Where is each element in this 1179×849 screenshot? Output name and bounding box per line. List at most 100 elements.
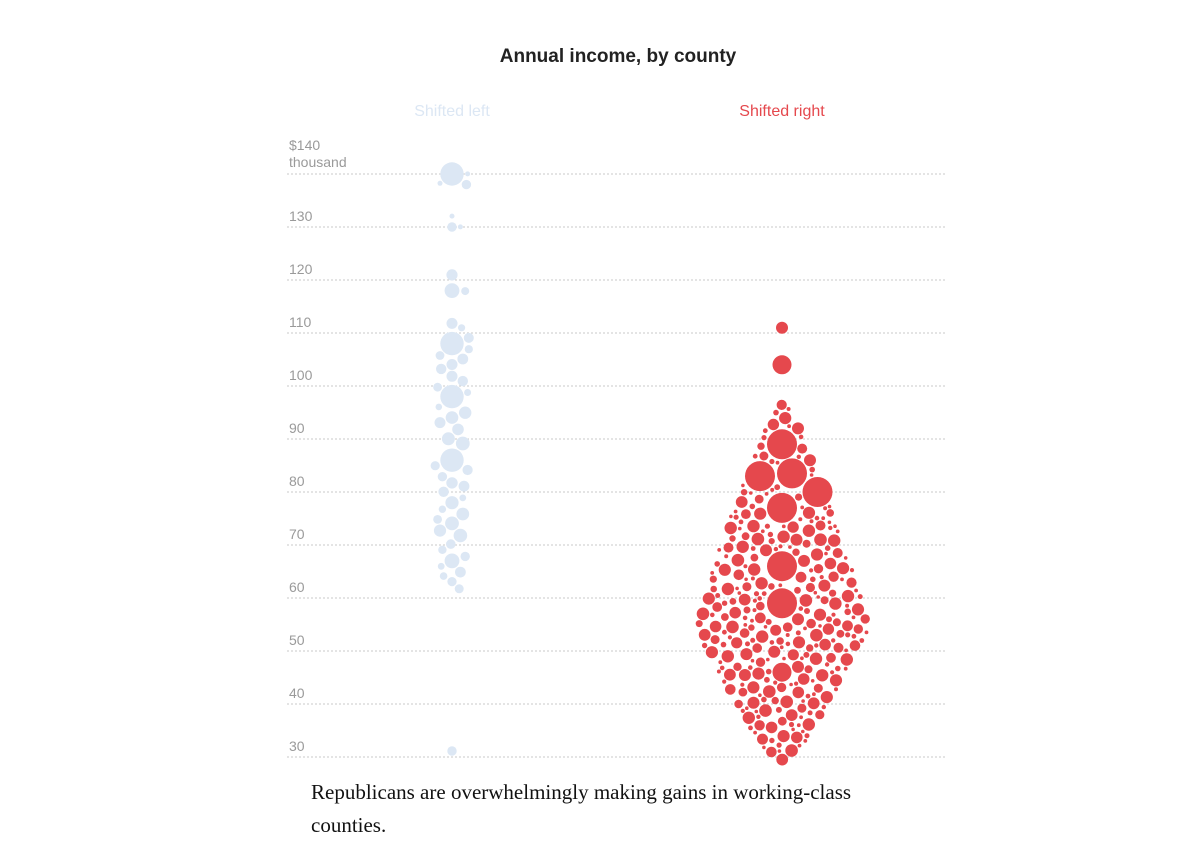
county-dot-shifted-right — [824, 557, 837, 570]
county-dot-shifted-right — [714, 561, 720, 567]
county-dot-shifted-right — [795, 493, 803, 501]
county-dot-shifted-right — [768, 583, 775, 590]
county-dot-shifted-right — [773, 409, 779, 416]
county-dot-shifted-left — [445, 516, 459, 531]
county-dot-shifted-right — [782, 656, 786, 661]
county-dot-shifted-right — [774, 484, 781, 491]
county-dot-shifted-right — [851, 603, 865, 616]
county-dot-shifted-right — [805, 693, 811, 699]
county-dot-shifted-right — [780, 695, 793, 709]
county-dot-shifted-right — [816, 669, 829, 682]
county-dot-shifted-right — [767, 551, 797, 582]
county-dot-shifted-left — [447, 222, 457, 232]
county-dot-shifted-right — [723, 542, 734, 553]
county-dot-shifted-right — [750, 576, 755, 581]
county-dot-shifted-right — [833, 524, 837, 528]
county-dot-shifted-left — [462, 464, 473, 476]
county-dot-shifted-right — [814, 643, 819, 648]
county-dot-shifted-right — [754, 612, 766, 624]
county-dot-shifted-right — [844, 648, 848, 653]
county-dot-shifted-right — [806, 618, 816, 629]
y-tick-label-100: 100 — [289, 367, 313, 383]
county-dot-shifted-right — [802, 524, 816, 537]
county-dot-shifted-right — [843, 666, 848, 671]
county-dot-shifted-right — [799, 594, 813, 607]
county-dot-shifted-right — [738, 593, 751, 606]
county-dot-shifted-left — [461, 179, 472, 190]
county-dot-shifted-right — [820, 691, 833, 704]
county-dot-shifted-right — [813, 608, 827, 621]
county-dot-shifted-right — [740, 708, 745, 714]
county-dot-shifted-right — [792, 660, 804, 673]
y-tick-label-60: 60 — [289, 579, 305, 595]
county-dot-shifted-right — [763, 625, 768, 629]
county-dot-shifted-right — [800, 505, 805, 510]
county-dot-shifted-right — [857, 594, 863, 600]
county-dot-shifted-right — [767, 492, 797, 523]
county-dot-shifted-right — [785, 744, 798, 757]
county-dot-shifted-right — [709, 620, 722, 633]
county-dot-shifted-right — [724, 554, 729, 559]
county-dot-shifted-right — [785, 709, 798, 721]
group-label-shifted-left: Shifted left — [414, 103, 490, 120]
county-dot-shifted-right — [748, 725, 753, 731]
county-dot-shifted-right — [717, 548, 722, 552]
county-dot-shifted-right — [721, 613, 729, 621]
county-dot-shifted-left — [460, 551, 470, 562]
county-dot-shifted-right — [724, 521, 737, 535]
y-tick-label-50: 50 — [289, 632, 305, 648]
county-dot-shifted-right — [763, 685, 776, 698]
county-dot-shifted-right — [768, 645, 781, 658]
county-dot-shifted-right — [762, 428, 768, 434]
county-dot-shifted-right — [849, 568, 855, 573]
series-shifted-left — [430, 162, 474, 756]
county-dot-shifted-right — [761, 435, 767, 441]
county-dot-shifted-right — [776, 742, 782, 748]
county-dot-shifted-left — [437, 562, 445, 570]
county-dot-shifted-left — [447, 577, 457, 587]
county-dot-shifted-right — [729, 598, 737, 605]
county-dot-shifted-right — [722, 629, 727, 635]
county-dot-shifted-right — [726, 620, 739, 634]
county-dot-shifted-right — [705, 646, 719, 659]
county-dot-shifted-right — [734, 699, 743, 709]
county-dot-shifted-left — [458, 324, 466, 332]
county-dot-shifted-right — [748, 665, 753, 670]
county-dot-shifted-right — [761, 591, 767, 596]
county-dot-shifted-left — [447, 746, 457, 756]
county-dot-shifted-right — [733, 509, 738, 514]
county-dot-shifted-right — [789, 682, 793, 687]
county-dot-shifted-right — [826, 652, 836, 663]
county-dot-shifted-left — [440, 162, 464, 186]
county-dot-shifted-right — [776, 321, 788, 334]
county-dot-shifted-right — [814, 515, 820, 521]
county-dot-shifted-right — [747, 696, 760, 709]
county-dot-shifted-right — [829, 597, 842, 610]
county-dot-shifted-left — [456, 507, 470, 521]
county-dot-shifted-right — [822, 623, 835, 635]
county-dot-shifted-right — [830, 670, 835, 675]
county-dot-shifted-right — [813, 564, 824, 574]
county-dot-shifted-left — [446, 477, 458, 489]
county-dot-shifted-right — [776, 682, 787, 693]
county-dot-shifted-right — [754, 507, 767, 520]
county-dot-shifted-right — [741, 483, 745, 488]
county-dot-shifted-right — [710, 585, 717, 593]
county-dot-shifted-right — [841, 589, 855, 603]
county-dot-shifted-right — [788, 545, 792, 549]
county-dot-shifted-left — [436, 363, 447, 375]
county-dot-shifted-right — [816, 595, 820, 599]
county-dot-shifted-right — [798, 434, 804, 440]
county-dot-shifted-left — [457, 375, 468, 387]
county-dot-shifted-right — [809, 466, 815, 473]
county-dot-shifted-right — [743, 606, 751, 614]
county-dot-shifted-right — [754, 709, 759, 714]
county-dot-shifted-right — [721, 600, 728, 606]
county-dot-shifted-left — [452, 423, 464, 436]
county-dot-shifted-left — [464, 345, 473, 354]
county-dot-shifted-right — [769, 640, 775, 645]
county-dot-shifted-right — [840, 577, 844, 582]
county-dot-shifted-left — [446, 370, 458, 382]
county-dot-shifted-right — [738, 669, 751, 681]
